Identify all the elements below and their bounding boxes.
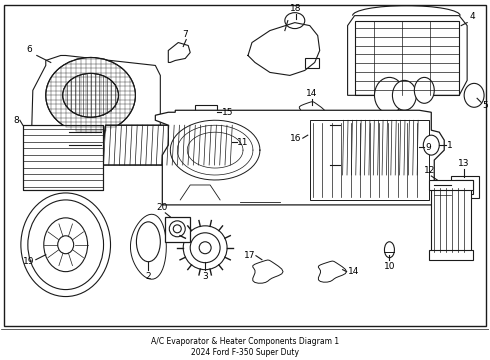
- Text: 9: 9: [425, 143, 431, 152]
- Text: 16: 16: [290, 134, 302, 143]
- Ellipse shape: [199, 242, 211, 254]
- Text: 18: 18: [290, 4, 301, 13]
- Polygon shape: [168, 42, 190, 62]
- Bar: [429, 180, 473, 190]
- Bar: [310, 120, 429, 200]
- Ellipse shape: [415, 77, 434, 103]
- Bar: [4, 5, 486, 327]
- Polygon shape: [130, 214, 166, 279]
- Text: 5: 5: [482, 101, 488, 110]
- Bar: [429, 250, 473, 260]
- Bar: [455, 180, 473, 194]
- Text: 4: 4: [469, 12, 475, 21]
- Ellipse shape: [374, 77, 404, 113]
- Polygon shape: [318, 261, 346, 282]
- Text: 14: 14: [306, 89, 318, 98]
- Polygon shape: [293, 123, 326, 139]
- Bar: [165, 217, 190, 242]
- Bar: [195, 105, 217, 120]
- Text: 14: 14: [347, 267, 359, 276]
- Ellipse shape: [46, 58, 135, 133]
- Bar: [451, 176, 479, 198]
- Ellipse shape: [58, 236, 74, 254]
- Text: 6: 6: [26, 45, 32, 54]
- Polygon shape: [155, 110, 444, 205]
- Ellipse shape: [464, 84, 484, 107]
- Ellipse shape: [385, 242, 394, 258]
- Text: 19: 19: [23, 257, 34, 266]
- Text: 20: 20: [157, 203, 168, 212]
- Bar: [305, 58, 318, 68]
- Text: A/C Evaporator & Heater Components Diagram 1: A/C Evaporator & Heater Components Diagr…: [151, 337, 339, 346]
- Polygon shape: [253, 260, 283, 283]
- Polygon shape: [31, 55, 160, 160]
- Bar: [23, 125, 102, 190]
- Text: 11: 11: [237, 138, 248, 147]
- Ellipse shape: [169, 221, 185, 237]
- Text: 3: 3: [202, 272, 208, 281]
- Text: 13: 13: [459, 159, 470, 168]
- Polygon shape: [299, 102, 325, 123]
- Ellipse shape: [58, 127, 74, 151]
- Ellipse shape: [63, 73, 119, 117]
- Bar: [23, 125, 102, 190]
- Bar: [355, 21, 459, 95]
- Polygon shape: [347, 15, 467, 95]
- Text: 15: 15: [222, 108, 234, 117]
- Ellipse shape: [183, 226, 227, 270]
- Ellipse shape: [392, 80, 416, 110]
- Polygon shape: [340, 120, 419, 175]
- Ellipse shape: [285, 13, 305, 28]
- Bar: [431, 185, 471, 255]
- Text: 2: 2: [146, 272, 151, 281]
- Text: 12: 12: [423, 166, 435, 175]
- Text: 8: 8: [13, 116, 19, 125]
- Text: 10: 10: [384, 262, 395, 271]
- Ellipse shape: [21, 193, 111, 297]
- Text: 1: 1: [447, 141, 453, 150]
- Text: 2024 Ford F-350 Super Duty: 2024 Ford F-350 Super Duty: [191, 348, 299, 357]
- Polygon shape: [100, 125, 235, 165]
- Ellipse shape: [423, 135, 439, 155]
- Text: 17: 17: [244, 251, 255, 260]
- Text: 7: 7: [182, 30, 188, 39]
